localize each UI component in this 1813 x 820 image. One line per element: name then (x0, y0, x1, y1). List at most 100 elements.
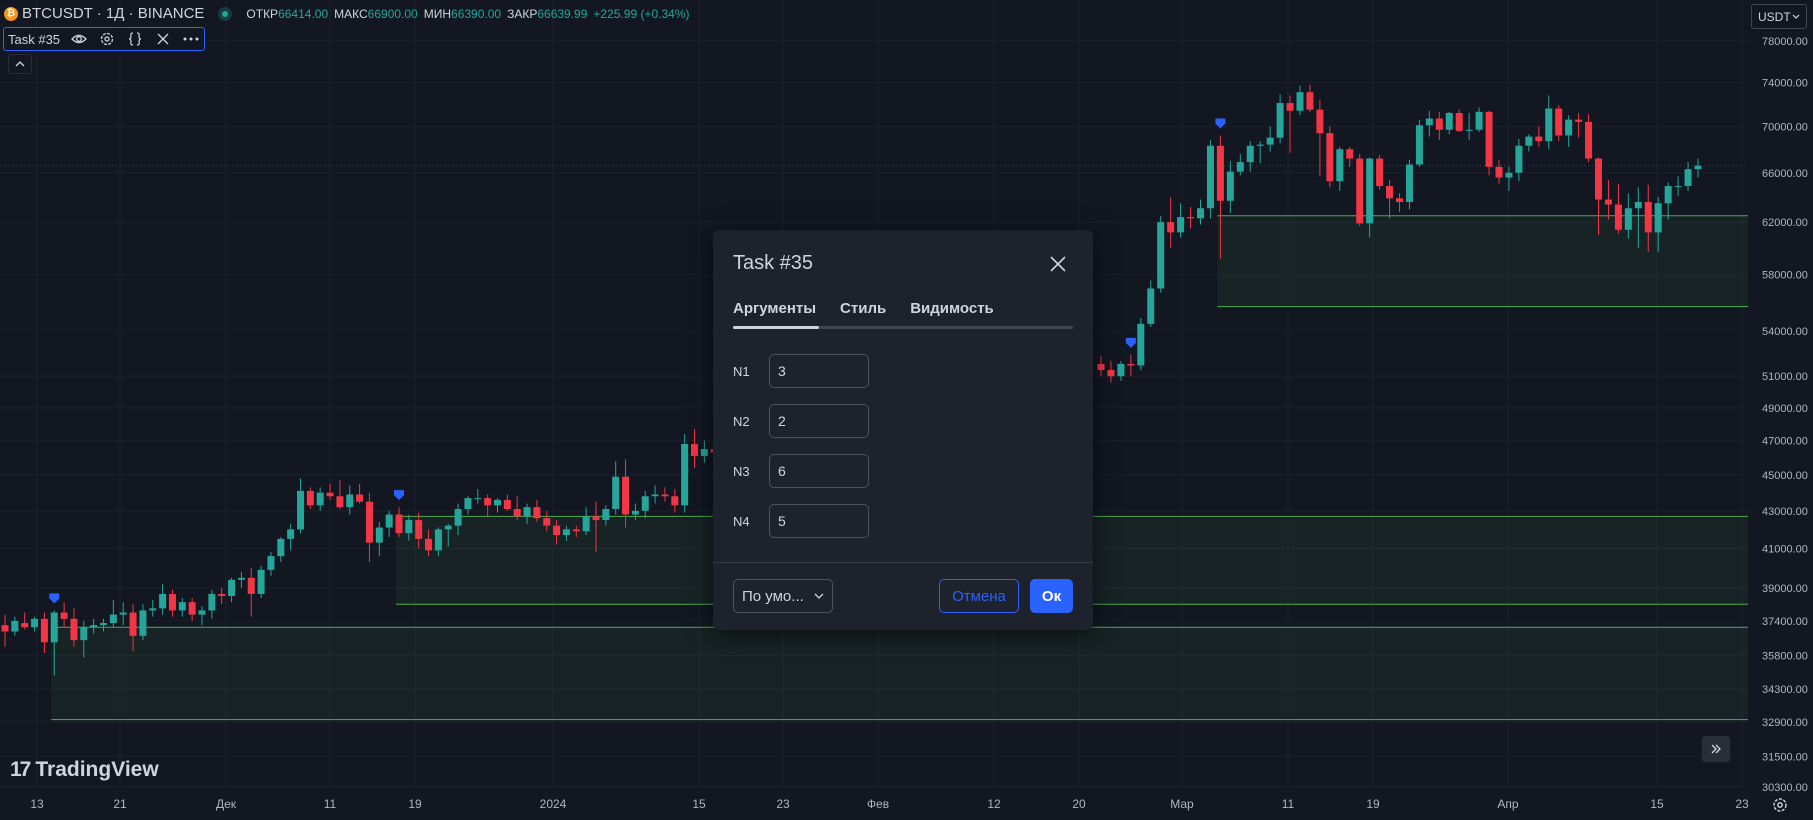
candle-down (661, 494, 669, 497)
x-tick-label: 20 (1072, 797, 1086, 811)
field-row-n3: N3 (733, 454, 869, 488)
y-tick-label: 30300.00 (1762, 782, 1808, 794)
y-tick-label: 43000.00 (1762, 506, 1808, 518)
candle-down (218, 593, 226, 596)
candle-up (1425, 118, 1433, 126)
candle-up (1246, 145, 1254, 163)
candle-up (1465, 129, 1473, 131)
y-tick-label: 39000.00 (1762, 583, 1808, 595)
n2-input[interactable] (769, 404, 869, 438)
chevron-down-icon (814, 593, 824, 599)
candle-up (523, 507, 531, 517)
gear-icon[interactable] (98, 30, 116, 48)
candle-up (1336, 149, 1344, 182)
tradingview-wordmark: TradingView (35, 758, 159, 781)
candle-down (484, 498, 492, 506)
tab-style[interactable]: Стиль (840, 300, 887, 317)
active-tab-indicator (733, 326, 819, 329)
candle-up (1445, 112, 1453, 130)
x-tick-label: Апр (1497, 797, 1519, 811)
defaults-dropdown[interactable]: По умо... (733, 579, 833, 613)
candle-down (1435, 118, 1443, 130)
field-label: N4 (733, 513, 750, 529)
field-row-n2: N2 (733, 404, 869, 438)
x-tick-label: 11 (324, 797, 337, 811)
candle-down (543, 518, 551, 526)
chevron-down-icon (1792, 14, 1800, 19)
cancel-button[interactable]: Отмена (939, 579, 1019, 613)
y-tick-label: 37400.00 (1762, 616, 1808, 628)
candle-up (434, 529, 442, 551)
close-icon[interactable] (1046, 252, 1070, 276)
candle-up (267, 556, 275, 570)
candle-up (444, 525, 452, 530)
tab-arguments[interactable]: Аргументы (733, 300, 817, 317)
y-tick-label: 49000.00 (1762, 403, 1808, 415)
braces-icon[interactable] (126, 30, 144, 48)
candle-up (11, 620, 19, 632)
x-tick-label: 13 (30, 797, 44, 811)
ok-button[interactable]: Ок (1030, 579, 1073, 613)
x-tick-label: Дек (216, 797, 237, 811)
scale-settings-icon[interactable] (1771, 796, 1789, 814)
currency-select[interactable]: USDT (1751, 4, 1807, 29)
x-tick-label: 21 (113, 797, 127, 811)
tradingview-logo[interactable]: 17 TradingView (10, 758, 159, 782)
close-value: 66639.99 (537, 6, 588, 21)
candle-down (1604, 199, 1612, 205)
eye-icon[interactable] (70, 30, 88, 48)
n4-input[interactable] (769, 504, 869, 538)
more-icon[interactable] (182, 30, 200, 48)
candle-up (178, 602, 186, 611)
candle-up (198, 610, 206, 615)
close-icon[interactable] (154, 30, 172, 48)
ohlc-values: ОТКР66414.00 МАКС66900.00 МИН66390.00 ЗА… (246, 7, 689, 21)
candle-up (1226, 171, 1234, 201)
dialog-title: Task #35 (733, 252, 814, 274)
candle-down (1595, 158, 1602, 200)
candle-down (1326, 133, 1334, 182)
candle-up (1475, 111, 1483, 130)
scroll-to-realtime-button[interactable] (1702, 736, 1730, 762)
y-tick-label: 32900.00 (1762, 717, 1808, 729)
candle-down (1187, 217, 1195, 219)
candle-down (1167, 222, 1175, 233)
signal-marker (49, 593, 60, 604)
chevron-up-icon (15, 61, 25, 67)
candle-up (277, 538, 285, 557)
candle-up (31, 618, 39, 628)
candle-down (326, 492, 334, 497)
price-axis (1750, 0, 1813, 820)
indicator-name[interactable]: Task #35 (8, 31, 61, 47)
candle-up (1366, 158, 1374, 224)
candle-down (533, 507, 541, 519)
candle-down (1, 625, 9, 632)
candle-down (1127, 363, 1135, 366)
field-label: N3 (733, 463, 750, 479)
n3-input[interactable] (769, 454, 869, 488)
candle-up (582, 516, 590, 532)
candle-up (228, 579, 236, 596)
candle-up (1296, 92, 1304, 111)
symbol-title[interactable]: BTCUSDT · 1Д · BINANCE (22, 5, 205, 22)
field-row-n4: N4 (733, 504, 869, 538)
candle-down (1316, 109, 1324, 134)
defaults-label: По умо... (742, 587, 804, 605)
n1-input[interactable] (769, 354, 869, 388)
collapse-legend-button[interactable] (8, 54, 32, 74)
y-tick-label: 62000.00 (1762, 217, 1808, 229)
indicator-legend[interactable]: Task #35 (3, 27, 206, 51)
candle-up (80, 627, 88, 641)
candle-down (1376, 158, 1384, 187)
x-tick-label: Мар (1170, 797, 1194, 811)
candle-up (50, 612, 58, 643)
indicator-settings-dialog: Task #35 Аргументы Стиль Видимость N1 N2… (713, 230, 1093, 630)
candle-down (70, 618, 78, 641)
candle-up (641, 496, 649, 511)
demand-zone (51, 627, 1748, 720)
candle-down (1535, 136, 1543, 142)
candle-up (631, 510, 639, 515)
tab-visibility[interactable]: Видимость (910, 300, 994, 317)
signal-marker (394, 490, 404, 501)
y-tick-label: 66000.00 (1762, 168, 1808, 180)
